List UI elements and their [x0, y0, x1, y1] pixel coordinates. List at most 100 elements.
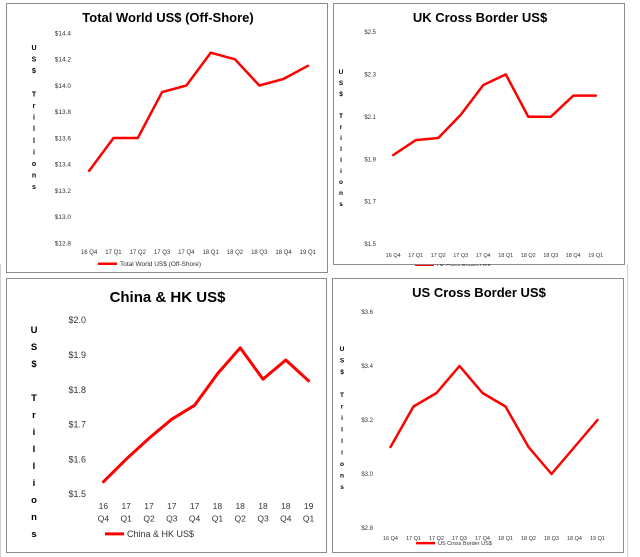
x-tick-label-year: 18	[235, 501, 245, 511]
x-tick-label: 19 Q1	[300, 250, 317, 256]
y-axis-label-char: S	[340, 358, 345, 365]
y-axis-label-char: s	[340, 484, 344, 491]
chart-svg: China & HK US$ $1.5 $1.6 $1.7 $1.8 $1.9 $2.0 US…	[31, 289, 315, 540]
y-axis-label-char: o	[31, 495, 37, 506]
y-axis-label-char: U	[31, 45, 36, 52]
x-tick-label: 18 Q3	[544, 536, 559, 542]
y-axis-label-char: T	[340, 392, 344, 399]
x-tick-label: 17 Q1	[105, 250, 122, 256]
y-tick-label: $3.6	[361, 310, 373, 316]
y-axis-label-char: l	[33, 126, 35, 133]
y-axis-label-char: o	[32, 161, 36, 168]
y-axis-label-char: i	[341, 415, 343, 422]
legend-label: Total World US$ (Off-Shore)	[120, 261, 201, 268]
x-tick-label: 18 Q4	[567, 536, 582, 542]
x-tick-label-year: 18	[258, 501, 268, 511]
y-tick-label: $13.8	[55, 109, 72, 116]
x-tick-label-quarter: Q1	[212, 514, 224, 524]
chart-title: China & HK US$	[110, 289, 227, 306]
y-axis-label-char: l	[341, 438, 343, 445]
y-axis-label-char: s	[31, 529, 36, 540]
chart-china-hk: China & HK US$ $1.5 $1.6 $1.7 $1.8 $1.9 $2.0 U S…	[6, 278, 327, 553]
y-axis-label-char: l	[340, 157, 342, 164]
y-axis-label-char: i	[33, 478, 36, 489]
y-axis-label-char: n	[340, 473, 344, 480]
x-tick-label-quarter: Q2	[143, 514, 155, 524]
x-tick-label: 17 Q3	[154, 250, 171, 256]
x-tick-label: 17 Q1	[408, 253, 423, 259]
y-axis-label-char: l	[33, 444, 36, 455]
y-tick-label: $1.9	[68, 350, 86, 360]
y-axis-label-char: T	[31, 393, 37, 404]
x-tick-label: 18 Q4	[566, 253, 581, 259]
y-tick-label: $13.6	[55, 135, 72, 142]
y-axis-label-char: $	[339, 91, 343, 98]
y-axis-label-char: o	[340, 461, 344, 468]
x-tick-label-year: 16	[99, 501, 109, 511]
x-tick-label-quarter: Q3	[166, 514, 178, 524]
y-axis-label-char: r	[340, 124, 343, 131]
y-tick-label: $13.0	[55, 214, 72, 221]
y-axis-label-char: T	[32, 91, 37, 98]
chart-title: US Cross Border US$	[412, 285, 546, 300]
y-axis-label-char: U	[31, 325, 38, 336]
y-tick-label: $1.5	[364, 242, 376, 248]
x-tick-label-quarter: Q4	[189, 514, 201, 524]
x-tick-label: 18 Q4	[275, 250, 292, 256]
y-tick-label: $1.6	[68, 454, 86, 464]
y-axis-label-char: S	[31, 342, 37, 353]
x-tick-label-quarter: Q4	[98, 514, 110, 524]
x-tick-label-year: 18	[281, 501, 291, 511]
x-tick-label: 19 Q1	[588, 253, 603, 259]
y-tick-label: $2.0	[68, 315, 86, 325]
y-axis-label-char: i	[33, 149, 35, 156]
y-tick-label: $13.4	[55, 162, 72, 169]
y-axis-label-char: l	[33, 461, 36, 472]
y-axis-label-char: r	[32, 410, 36, 421]
y-axis-label-char: s	[339, 201, 343, 208]
x-tick-label: 17 Q4	[178, 250, 195, 256]
series-line	[101, 346, 311, 484]
x-tick-label: 18 Q3	[251, 250, 268, 256]
y-axis-label-char: n	[31, 512, 37, 523]
x-tick-label: 17 Q2	[431, 253, 446, 259]
y-tick-label: $12.8	[55, 240, 72, 247]
y-axis-label-char: i	[33, 427, 36, 438]
x-tick-label-year: 17	[190, 501, 200, 511]
y-axis-label-char: i	[340, 135, 342, 142]
chart-svg: Total World US$ (Off-Shore) $12.8 $13.0 $13…	[31, 10, 317, 268]
x-tick-label: 16 Q4	[383, 536, 398, 542]
y-tick-label: $1.9	[364, 157, 376, 163]
x-tick-label: 16 Q4	[81, 250, 98, 256]
y-axis-label-char: i	[33, 115, 35, 122]
y-axis-label-char: T	[339, 113, 343, 120]
y-axis-label-char: o	[339, 179, 343, 186]
y-tick-label: $1.8	[68, 385, 86, 395]
x-tick-label-quarter: Q4	[280, 514, 292, 524]
y-axis-label-char: S	[32, 57, 37, 64]
y-axis-label-char: l	[33, 138, 35, 145]
y-axis-label-char: U	[340, 346, 345, 353]
x-tick-label: 16 Q4	[386, 253, 401, 259]
x-tick-label: 19 Q1	[590, 536, 605, 542]
y-axis-label-char: S	[339, 80, 344, 87]
x-tick-label: 17 Q2	[130, 250, 147, 256]
y-tick-label: $14.2	[55, 57, 72, 64]
series-line	[392, 73, 598, 157]
y-tick-label: $2.5	[364, 30, 376, 36]
x-tick-label-quarter: Q1	[303, 514, 315, 524]
y-tick-label: $3.4	[361, 364, 373, 370]
y-axis-label-char: l	[340, 146, 342, 153]
x-tick-label: 17 Q4	[475, 536, 490, 542]
x-tick-label-year: 19	[304, 501, 314, 511]
y-tick-label: $2.3	[364, 73, 376, 79]
y-tick-label: $1.7	[68, 420, 86, 430]
y-tick-label: $14.4	[55, 30, 72, 37]
y-tick-label: $14.0	[55, 83, 72, 90]
x-tick-label: 18 Q2	[521, 253, 536, 259]
y-axis-label-char: $	[31, 359, 37, 370]
x-tick-label: 17 Q2	[429, 536, 444, 542]
y-axis-label-char: i	[341, 450, 343, 457]
y-axis-label-char: i	[340, 168, 342, 175]
y-axis-label-char: n	[339, 190, 343, 197]
